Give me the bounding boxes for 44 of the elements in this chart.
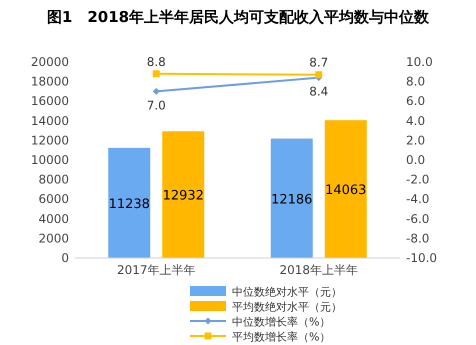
bar: [324, 120, 367, 258]
y2-tick-label: -4.0: [406, 192, 430, 206]
data-label: 14063: [325, 183, 366, 198]
y2-tick-label: -2.0: [406, 172, 430, 187]
y2-tick-label: 10.0: [406, 55, 433, 69]
y2-tick-label: -8.0: [406, 231, 430, 246]
y2-tick-label: 8.0: [406, 74, 426, 89]
point: [152, 88, 160, 95]
bar: [108, 148, 150, 258]
x-tick-label: 2017年上半年: [116, 263, 196, 277]
data-label: 11238: [108, 196, 150, 212]
data-label: 12186: [271, 192, 312, 208]
y-tick-label: 4000: [38, 212, 69, 226]
data-label: 8.7: [309, 56, 328, 70]
y-tick-label: 0: [61, 251, 69, 265]
legend-label: 中位数增长率（%）: [232, 316, 330, 328]
y2-tick-label: 2.0: [406, 133, 426, 148]
data-label: 8.8: [146, 54, 166, 69]
y2-tick-label: -10.0: [406, 251, 438, 265]
y2-tick-label: 0.0: [406, 153, 426, 167]
y-tick-label: 8000: [38, 172, 69, 187]
y2-tick-label: -6.0: [406, 212, 430, 226]
y-tick-label: 20000: [30, 55, 69, 69]
legend-label: 平均数绝对水平（元）: [232, 300, 342, 314]
data-label: 7.0: [146, 98, 166, 112]
data-label: 8.4: [309, 84, 328, 99]
chart-title: 图1 2018年上半年居民人均可支配收入平均数与中位数: [46, 8, 430, 26]
y-tick-label: 10000: [30, 153, 69, 167]
legend-label: 平均数增长率（%）: [232, 330, 330, 344]
x-tick-label: 2018年上半年: [279, 263, 358, 277]
bar: [162, 131, 204, 258]
data-label: 12932: [162, 188, 204, 204]
y-tick-label: 14000: [30, 114, 69, 128]
y2-tick-label: 4.0: [406, 114, 426, 128]
y-tick-label: 16000: [30, 94, 69, 108]
y-tick-label: 6000: [38, 192, 69, 206]
point: [315, 71, 322, 78]
y-tick-label: 18000: [30, 74, 69, 89]
bar: [270, 138, 313, 258]
y-tick-label: 2000: [38, 231, 69, 246]
y-tick-label: 12000: [30, 133, 69, 148]
point: [152, 70, 160, 78]
legend-label: 中位数绝对水平（元）: [232, 286, 342, 298]
y2-tick-label: 6.0: [406, 94, 426, 108]
